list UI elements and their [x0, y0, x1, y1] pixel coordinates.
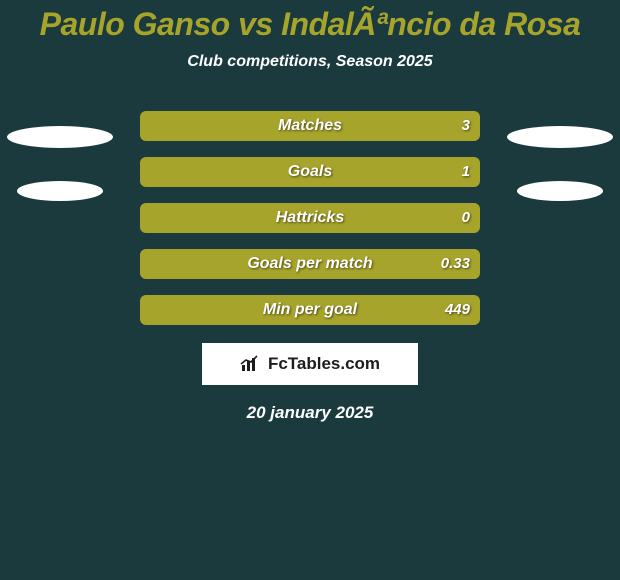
stat-row: Goals per match 0.33 — [0, 249, 620, 279]
stat-value: 3 — [462, 111, 470, 141]
stat-row: Goals 1 — [0, 157, 620, 187]
stat-bar: Matches 3 — [140, 111, 480, 141]
stat-value: 449 — [445, 295, 470, 325]
page-subtitle: Club competitions, Season 2025 — [0, 53, 620, 71]
stat-bar: Hattricks 0 — [140, 203, 480, 233]
stat-bar: Min per goal 449 — [140, 295, 480, 325]
stat-value: 0.33 — [441, 249, 470, 279]
stat-bar: Goals 1 — [140, 157, 480, 187]
stat-label: Matches — [140, 111, 480, 141]
date-label: 20 january 2025 — [0, 403, 620, 423]
comparison-infographic: Paulo Ganso vs IndalÃªncio da Rosa Club … — [0, 0, 620, 580]
stat-value: 1 — [462, 157, 470, 187]
page-title: Paulo Ganso vs IndalÃªncio da Rosa — [0, 0, 620, 43]
stat-label: Goals — [140, 157, 480, 187]
brand-badge: FcTables.com — [202, 343, 418, 385]
stat-label: Hattricks — [140, 203, 480, 233]
bar-chart-icon — [240, 355, 262, 373]
stat-label: Min per goal — [140, 295, 480, 325]
stat-row: Matches 3 — [0, 111, 620, 141]
stat-row: Min per goal 449 — [0, 295, 620, 325]
stat-label: Goals per match — [140, 249, 480, 279]
stat-value: 0 — [462, 203, 470, 233]
stat-row: Hattricks 0 — [0, 203, 620, 233]
stat-bar: Goals per match 0.33 — [140, 249, 480, 279]
brand-text: FcTables.com — [268, 354, 380, 374]
